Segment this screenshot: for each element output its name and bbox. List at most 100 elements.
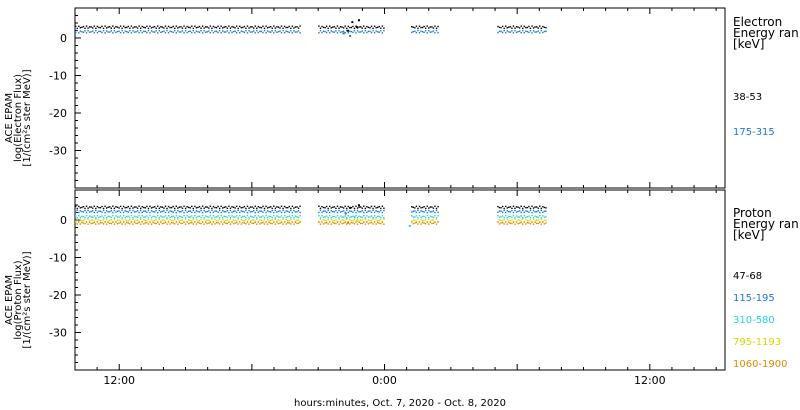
data-point xyxy=(150,216,153,219)
data-point xyxy=(121,223,123,225)
data-point xyxy=(373,205,376,208)
data-point xyxy=(82,219,85,222)
data-point xyxy=(160,220,162,223)
data-point xyxy=(107,31,109,33)
data-point xyxy=(177,27,179,29)
data-point xyxy=(211,218,213,221)
data-point xyxy=(428,27,430,29)
data-point xyxy=(149,221,151,223)
data-point xyxy=(318,25,320,27)
data-point xyxy=(500,222,502,224)
data-point xyxy=(285,219,287,221)
data-point xyxy=(99,26,102,29)
data-point xyxy=(537,207,539,209)
data-point xyxy=(423,222,425,224)
data-point xyxy=(515,206,518,208)
data-point xyxy=(161,210,164,213)
data-point xyxy=(381,25,384,27)
data-point xyxy=(85,214,88,217)
data-point xyxy=(296,206,298,208)
data-point xyxy=(229,27,232,29)
data-point xyxy=(191,215,193,217)
data-point xyxy=(226,207,229,210)
data-point xyxy=(543,206,546,209)
data-point xyxy=(186,206,188,208)
y-axis-label-line: [1/(cm²s ster MeV)] xyxy=(22,69,33,166)
data-point xyxy=(107,221,109,224)
data-point xyxy=(537,222,539,225)
data-point xyxy=(417,207,419,210)
data-point xyxy=(78,221,80,223)
data-point xyxy=(364,27,367,29)
data-point xyxy=(435,218,438,221)
data-point xyxy=(282,29,284,32)
data-point xyxy=(277,210,280,213)
data-point xyxy=(279,207,281,209)
data-point xyxy=(211,209,213,212)
data-point xyxy=(333,211,336,213)
data-point xyxy=(138,32,140,34)
data-point xyxy=(417,29,419,32)
data-point xyxy=(383,223,385,225)
data-point xyxy=(195,30,198,32)
data-point xyxy=(290,27,292,30)
data-point xyxy=(378,25,380,28)
data-point xyxy=(274,209,277,212)
data-point xyxy=(411,31,413,34)
data-point xyxy=(259,26,261,29)
data-point xyxy=(359,215,362,218)
data-point xyxy=(291,205,294,207)
data-point xyxy=(143,26,145,29)
data-point xyxy=(346,27,348,30)
data-point xyxy=(121,217,123,219)
data-point xyxy=(280,221,283,224)
data-point xyxy=(155,207,157,210)
data-point xyxy=(231,25,233,28)
data-point xyxy=(143,216,145,218)
data-point xyxy=(417,27,419,30)
data-point xyxy=(339,215,342,217)
data-point xyxy=(104,214,106,217)
data-point xyxy=(135,216,137,218)
data-point xyxy=(378,222,380,224)
data-point xyxy=(432,219,435,221)
data-point xyxy=(138,25,140,27)
data-point xyxy=(110,219,112,221)
data-point xyxy=(141,211,143,213)
data-point xyxy=(181,222,184,225)
data-point xyxy=(514,27,516,29)
data-point xyxy=(377,206,379,209)
data-point xyxy=(124,26,126,29)
data-point xyxy=(344,220,346,222)
data-point xyxy=(534,220,536,222)
data-point xyxy=(437,221,439,223)
data-point xyxy=(150,218,153,221)
data-point xyxy=(518,207,521,209)
data-point xyxy=(104,211,106,214)
data-point xyxy=(344,25,346,27)
data-point xyxy=(116,30,119,33)
data-point xyxy=(543,26,546,29)
data-point xyxy=(184,29,187,32)
data-point xyxy=(119,31,122,34)
data-point xyxy=(363,32,365,34)
data-point xyxy=(349,223,351,225)
data-point xyxy=(212,221,215,223)
data-point xyxy=(155,216,157,219)
data-point xyxy=(217,222,219,224)
data-point xyxy=(428,207,430,209)
data-point xyxy=(232,26,235,28)
data-point xyxy=(383,30,385,32)
data-point xyxy=(153,222,156,224)
data-point xyxy=(257,215,260,217)
data-point xyxy=(251,222,253,225)
data-point xyxy=(132,27,134,29)
data-point xyxy=(195,207,198,209)
data-point xyxy=(96,205,99,208)
data-point xyxy=(178,211,181,213)
data-point xyxy=(529,216,532,219)
data-point xyxy=(342,210,345,212)
data-point xyxy=(429,215,432,217)
data-point xyxy=(370,205,373,208)
data-point xyxy=(296,222,298,225)
